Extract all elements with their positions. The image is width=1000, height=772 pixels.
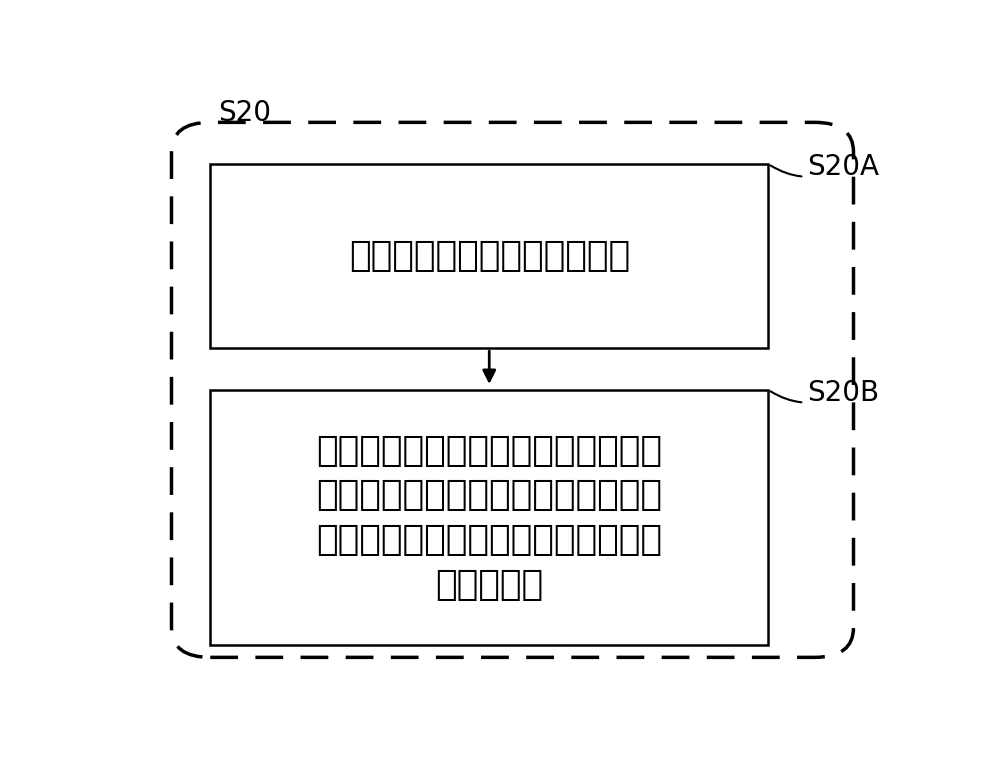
FancyBboxPatch shape xyxy=(210,164,768,348)
Text: 度计数据集: 度计数据集 xyxy=(435,567,543,601)
Text: 星雷达高度计数据加入至卫星雷达高: 星雷达高度计数据加入至卫星雷达高 xyxy=(316,523,662,557)
Text: 获取多个卫星雷达高度计数据: 获取多个卫星雷达高度计数据 xyxy=(349,239,630,273)
Text: S20A: S20A xyxy=(771,153,879,181)
Text: S20: S20 xyxy=(218,100,271,127)
FancyBboxPatch shape xyxy=(210,390,768,645)
Text: 在多个卫星雷达高度计数据中，将位: 在多个卫星雷达高度计数据中，将位 xyxy=(316,434,662,468)
Text: 置位于海洋且信噪比大于预设値的卫: 置位于海洋且信噪比大于预设値的卫 xyxy=(316,479,662,513)
Text: S20B: S20B xyxy=(771,379,879,407)
